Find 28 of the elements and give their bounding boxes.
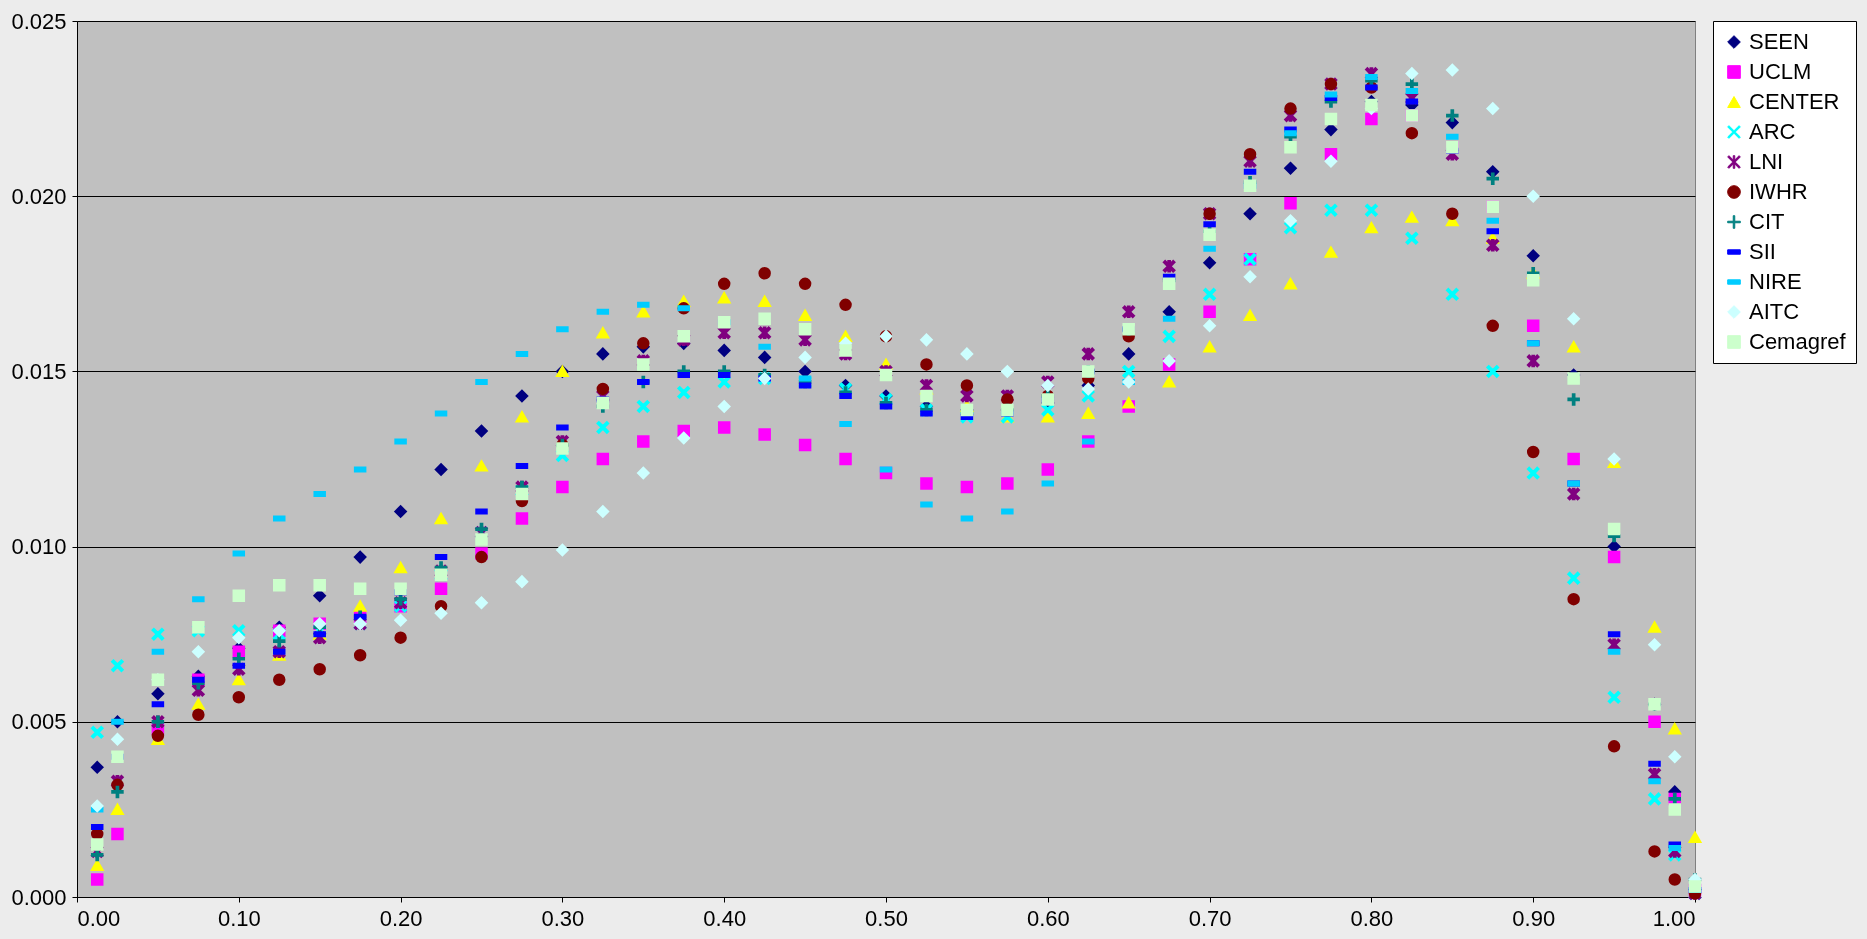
x-tick-label: 1.00 [1652, 905, 1696, 931]
legend-label: CIT [1749, 209, 1785, 234]
x-tick-label: 0.90 [1512, 905, 1556, 931]
legend-label: IWHR [1749, 179, 1808, 204]
legend-label: CENTER [1749, 89, 1840, 114]
legend-label: UCLM [1749, 59, 1812, 84]
x-tick-label: 0.50 [865, 905, 908, 931]
x-tick-label: 0.80 [1350, 905, 1394, 931]
legend-label: Cemagref [1749, 329, 1847, 354]
y-tick-label: 0.015 [11, 358, 67, 384]
x-tick-label: 0.10 [217, 905, 261, 931]
x-tick-label: 0.30 [541, 905, 585, 931]
legend-label: SEEN [1749, 29, 1809, 54]
y-tick-label: 0.010 [11, 534, 67, 560]
x-tick-label: 0.40 [703, 905, 747, 931]
legend-label: ARC [1749, 119, 1796, 144]
x-tick-label: 0.60 [1026, 905, 1070, 931]
y-tick-label: 0.005 [11, 709, 67, 735]
x-tick-label: 0.00 [77, 905, 121, 931]
legend-label: NIRE [1749, 269, 1802, 294]
x-tick-label: 0.70 [1188, 905, 1232, 931]
y-tick-label: 0.025 [11, 8, 67, 34]
legend-label: AITC [1749, 299, 1800, 324]
legend-label: SII [1749, 239, 1776, 264]
x-tick-label: 0.20 [379, 905, 423, 931]
y-tick-label: 0.000 [11, 884, 67, 910]
legend-label: LNI [1749, 149, 1784, 174]
y-tick-label: 0.020 [11, 183, 67, 209]
